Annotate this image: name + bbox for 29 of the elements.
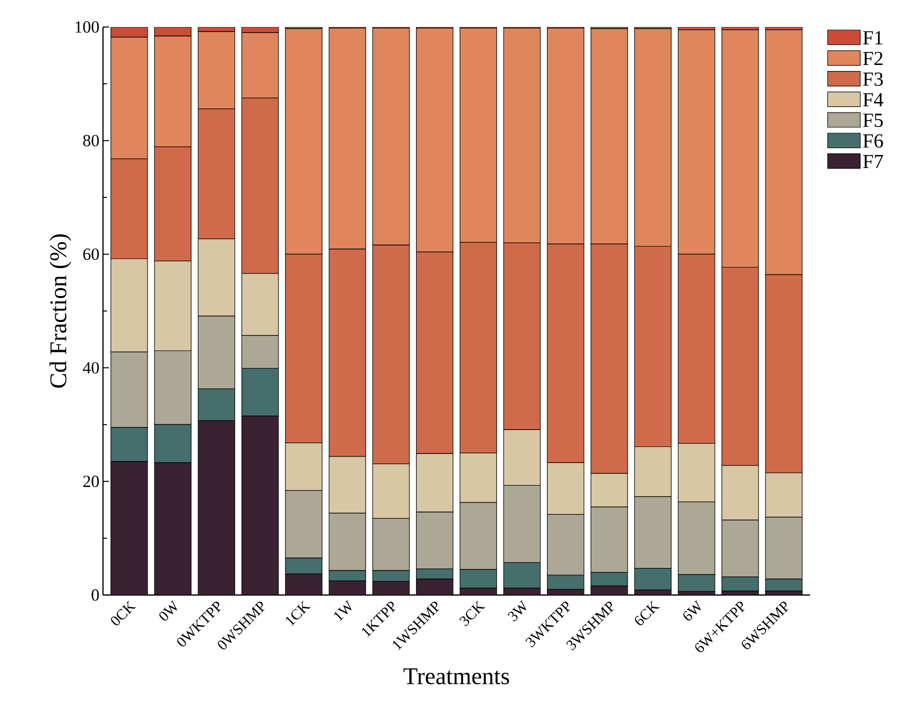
y-tick-label: 60 [83,248,99,260]
bar [241,416,279,595]
y-axis-title: Cd Fraction (%) [50,234,72,388]
y-tick-label: 40 [82,362,99,374]
legend-label: F3 [863,72,883,86]
bar [285,574,322,595]
bar [590,586,628,595]
bar [328,580,366,595]
x-tick-label: 6CK [635,600,660,626]
legend-label: F6 [863,134,883,148]
y-tick-label: 20 [83,476,99,488]
y-tick-label: 0 [92,589,99,601]
bar [372,581,410,595]
legend-label: F2 [863,52,882,66]
y-tick-label: 80 [83,134,99,146]
x-tick-label: 0W [159,600,178,621]
legend-label: F7 [863,154,883,168]
x-axis-title: Treatments [404,668,510,684]
legend-label: F5 [863,114,883,127]
bar [416,578,454,595]
x-tick-label: 3W [508,600,526,622]
y-tick-label: 100 [76,21,99,33]
bar [198,420,236,595]
bar [154,462,192,595]
bar [110,461,148,595]
legend-label: F1 [863,31,882,44]
x-tick-label: 1W [334,600,352,622]
x-tick-label: 0CK [111,600,136,626]
legend-label: F4 [863,93,884,106]
